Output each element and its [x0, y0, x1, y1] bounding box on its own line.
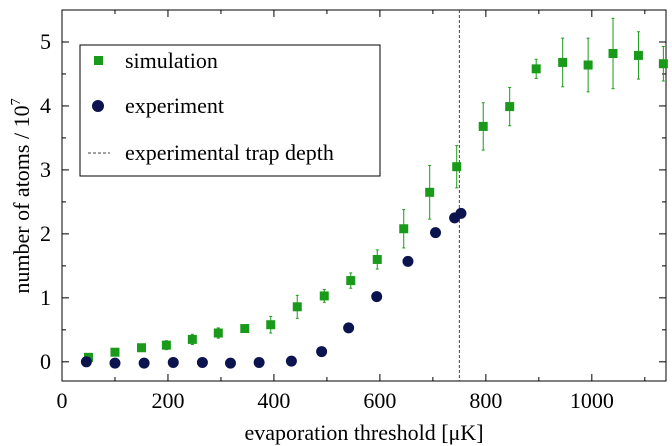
simulation-point	[136, 343, 146, 353]
simulation-point	[161, 340, 171, 350]
simulation-point	[319, 291, 329, 301]
y-tick-label: 3	[40, 157, 51, 182]
experiment-point	[455, 207, 467, 219]
simulation-point	[266, 320, 276, 330]
simulation-point	[658, 59, 668, 69]
simulation-point	[505, 102, 515, 112]
legend-box	[79, 44, 381, 177]
legend-marker-simulation	[94, 56, 103, 65]
simulation-point	[372, 254, 382, 264]
data-marks	[80, 17, 668, 369]
legend-label-trap-depth: experimental trap depth	[125, 140, 334, 165]
simulation-point	[425, 187, 435, 197]
x-tick-label: 200	[151, 388, 184, 413]
experiment-point	[430, 227, 442, 239]
tick-labels: 0 200 400 600 800 1000 0 1 2 3 4 5	[40, 29, 614, 413]
experiment-point	[343, 322, 355, 334]
experiment-point	[371, 291, 383, 303]
y-axis-label-exponent: 7	[9, 98, 24, 105]
simulation-point	[478, 121, 488, 131]
experiment-point	[402, 255, 414, 267]
legend: simulation experiment experimental trap …	[79, 44, 381, 177]
y-axis-label: number of atoms / 107	[9, 98, 34, 293]
legend-label-simulation: simulation	[125, 48, 218, 73]
simulation-point	[633, 50, 643, 60]
simulation-point	[583, 60, 593, 70]
experiment-point	[285, 355, 297, 367]
y-axis-label-group: number of atoms / 107	[9, 98, 34, 293]
simulation-point	[213, 328, 223, 338]
experiment-point	[80, 356, 92, 368]
y-tick-label: 1	[40, 285, 51, 310]
y-tick-label: 5	[40, 29, 51, 54]
x-tick-label: 0	[57, 388, 68, 413]
simulation-point	[110, 347, 120, 357]
experiment-point	[224, 357, 236, 369]
y-tick-label: 2	[40, 221, 51, 246]
y-tick-label: 4	[40, 93, 51, 118]
experiment-point	[253, 356, 265, 368]
simulation-point	[452, 162, 462, 172]
y-axis-label-text: number of atoms / 10	[9, 105, 34, 293]
simulation-point	[187, 334, 197, 344]
x-axis-label: evaporation threshold [μK]	[244, 420, 483, 445]
simulation-point	[531, 64, 541, 74]
experiment-point	[138, 357, 150, 369]
simulation-point	[292, 302, 302, 312]
ticks	[61, 10, 666, 381]
plot-frame	[61, 9, 667, 382]
y-tick-label: 0	[40, 349, 51, 374]
experiment-point	[167, 356, 179, 368]
legend-marker-experiment	[92, 100, 104, 112]
x-tick-label: 400	[257, 388, 290, 413]
legend-label-experiment: experiment	[125, 93, 224, 118]
simulation-point	[346, 276, 356, 286]
x-tick-label: 1000	[570, 388, 614, 413]
simulation-point	[558, 57, 568, 67]
x-tick-label: 800	[469, 388, 502, 413]
simulation-point	[608, 48, 618, 58]
simulation-point	[240, 324, 250, 334]
simulation-point	[399, 224, 409, 234]
x-tick-label: 600	[363, 388, 396, 413]
experiment-point	[109, 357, 121, 369]
experiment-point	[316, 346, 328, 358]
experiment-point	[196, 356, 208, 368]
